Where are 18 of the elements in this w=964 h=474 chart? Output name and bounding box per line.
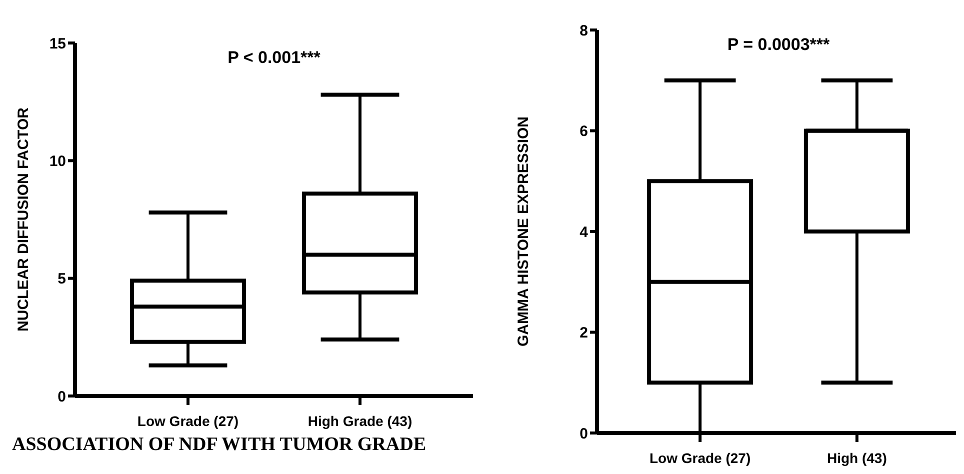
- x-tick-label: Low Grade (27): [137, 413, 239, 429]
- y-tick-label: 0: [58, 388, 66, 406]
- y-tick-label: 8: [580, 22, 588, 40]
- y-tick-label: 6: [580, 123, 588, 140]
- y-tick-label: 5: [58, 270, 66, 288]
- y-axis-title: NUCLEAR DIFFUSION FACTOR: [15, 107, 32, 332]
- x-tick-label: Low Grade (27): [649, 450, 751, 466]
- y-tick-label: 0: [580, 425, 588, 442]
- y-tick-label: 15: [49, 35, 66, 52]
- y-tick-label: 10: [49, 152, 66, 170]
- y-axis-title: GAMMA HISTONE EXPRESSION: [515, 116, 532, 347]
- y-tick-label: 4: [580, 224, 589, 241]
- x-tick-label: High (43): [826, 450, 887, 466]
- chart-title: P = 0.0003***: [727, 35, 830, 54]
- y-tick-label: 2: [580, 324, 588, 342]
- chart-title: P < 0.001***: [228, 48, 321, 67]
- x-tick-label: High Grade (43): [308, 413, 412, 429]
- text: ASSOCIATION OF NDF WITH TUMOR GRADE: [12, 434, 426, 455]
